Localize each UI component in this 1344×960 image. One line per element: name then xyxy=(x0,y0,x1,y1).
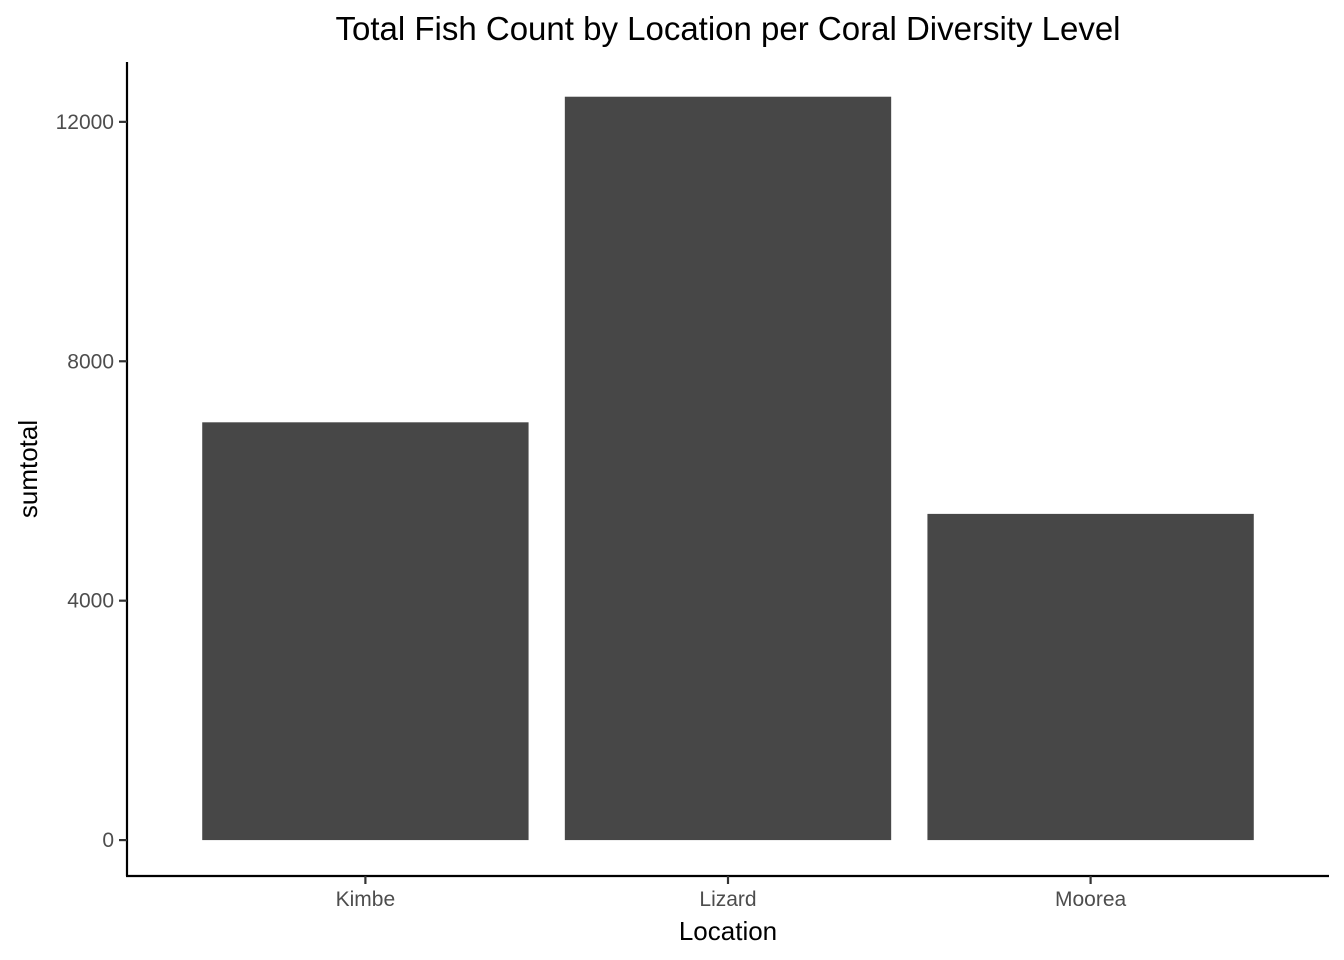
x-tick-label-kimbe: Kimbe xyxy=(336,888,396,911)
y-axis-title: sumtotal xyxy=(13,420,43,518)
y-ticks-group: 0 4000 8000 12000 xyxy=(56,111,127,852)
x-axis-title: Location xyxy=(679,916,777,946)
y-tick-label-4000: 4000 xyxy=(67,590,114,613)
x-ticks-group: Kimbe Lizard Moorea xyxy=(336,876,1127,911)
bars-group xyxy=(202,96,1254,841)
chart-title: Total Fish Count by Location per Coral D… xyxy=(335,10,1120,47)
bar-moorea xyxy=(927,513,1254,841)
y-tick-label-8000: 8000 xyxy=(67,350,114,373)
x-tick-label-lizard: Lizard xyxy=(699,888,756,911)
y-tick-label-12000: 12000 xyxy=(56,111,114,134)
bar-lizard xyxy=(564,96,892,841)
bar-kimbe xyxy=(202,422,529,841)
x-tick-label-moorea: Moorea xyxy=(1055,888,1127,911)
y-tick-label-0: 0 xyxy=(102,829,114,852)
